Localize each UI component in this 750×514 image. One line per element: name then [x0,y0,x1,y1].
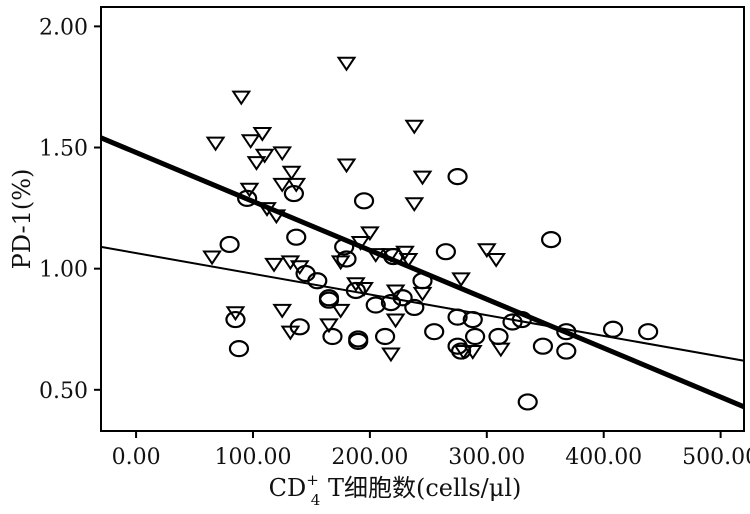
circle-point [447,168,468,186]
y-axis-label: PD-1(%) [8,169,36,270]
triangle-point [330,255,351,271]
circle-point [307,272,328,290]
circle-point [540,230,562,249]
triangle-point [350,236,371,251]
triangle-point [272,177,293,193]
triangle-point [202,250,222,266]
triangle-point [398,252,419,268]
circle-point [237,189,258,208]
triangle-point [240,134,261,150]
circle-point [462,310,483,329]
triangle-point [257,202,277,217]
circle-point [412,272,433,290]
circle-point [556,342,577,360]
circle-point [517,393,538,411]
circle-point [334,238,355,256]
triangle-point [462,345,483,360]
x-tick-label: 200.00 [331,445,408,470]
triangle-point [280,255,301,271]
circle-point [404,298,425,317]
circle-point [488,327,509,346]
triangle-point [451,272,471,288]
triangle-point [330,303,351,319]
triangle-point [453,345,474,360]
triangle-point [336,158,357,174]
y-tick-label: 0.50 [39,379,88,404]
data-points [202,56,659,411]
x-tick-label: 300.00 [448,445,525,470]
circle-point [286,228,307,246]
triangle-point [286,177,307,193]
triangle-point [239,182,260,198]
circle-point [392,289,413,307]
circle-point [424,323,445,341]
x-axis-label: CD+ 4 T细胞数(cells/μl) [269,471,522,509]
circle-point [511,310,532,329]
y-tick-label: 1.00 [39,258,88,283]
triangle-point [365,248,386,263]
triangle-point [412,170,433,186]
circle-point [318,291,340,309]
circle-point [365,296,386,314]
x-tick-label: 0.00 [112,445,161,470]
triangle-point [272,303,293,319]
x-tick-label: 100.00 [214,445,291,470]
circle-point [336,250,357,268]
triangle-point [404,197,425,213]
triangle-point [319,318,339,334]
triangle-point [476,243,497,259]
circle-point [532,337,554,355]
circle-point [289,318,310,336]
x-axis-label-sub: 4 [311,491,321,509]
circle-point [502,313,523,331]
x-tick-label: 500.00 [682,445,750,470]
triangle-point [360,226,380,242]
triangle-point [254,148,275,164]
x-tick-label: 400.00 [565,445,642,470]
triangle-point [231,90,252,106]
circle-point [447,308,468,326]
circle-point [556,323,577,341]
circle-point [345,281,366,300]
circle-point [219,235,240,254]
circle-point [322,327,343,346]
circle-point [353,192,375,210]
triangle-point [404,119,425,135]
triangle-point [381,347,401,363]
circle-point [383,247,404,266]
circle-point [602,320,624,338]
triangle-point [354,282,374,297]
circle-point [228,340,250,358]
circle-point [374,327,396,346]
circle-point [465,327,486,346]
triangle-point [486,252,507,268]
x-axis-label-suffix: T细胞数(cells/μl) [320,474,521,502]
circle-point [283,184,304,203]
triangle-point [336,56,357,72]
y-tick-label: 2.00 [39,15,88,40]
circle-point [435,243,456,261]
triangle-point [281,165,302,181]
circle-point [348,330,369,348]
circle-point [450,342,472,360]
triangle-point [246,156,267,171]
axis-ticks: 0.00 100.00 200.00 300.00 400.00 500.00 0.50 1.… [39,15,750,470]
circle-point [225,310,246,329]
triangle-point [266,209,287,225]
circle-point [380,293,402,312]
circle-point [638,323,659,341]
triangle-point [272,146,293,162]
triangle-point [264,257,284,273]
y-tick-label: 1.50 [39,137,88,162]
triangle-point [252,126,273,142]
triangle-point [385,313,406,329]
triangle-point [205,136,226,152]
x-axis-label-prefix: CD [269,474,307,502]
x-axis-label-sup: + [306,471,319,489]
